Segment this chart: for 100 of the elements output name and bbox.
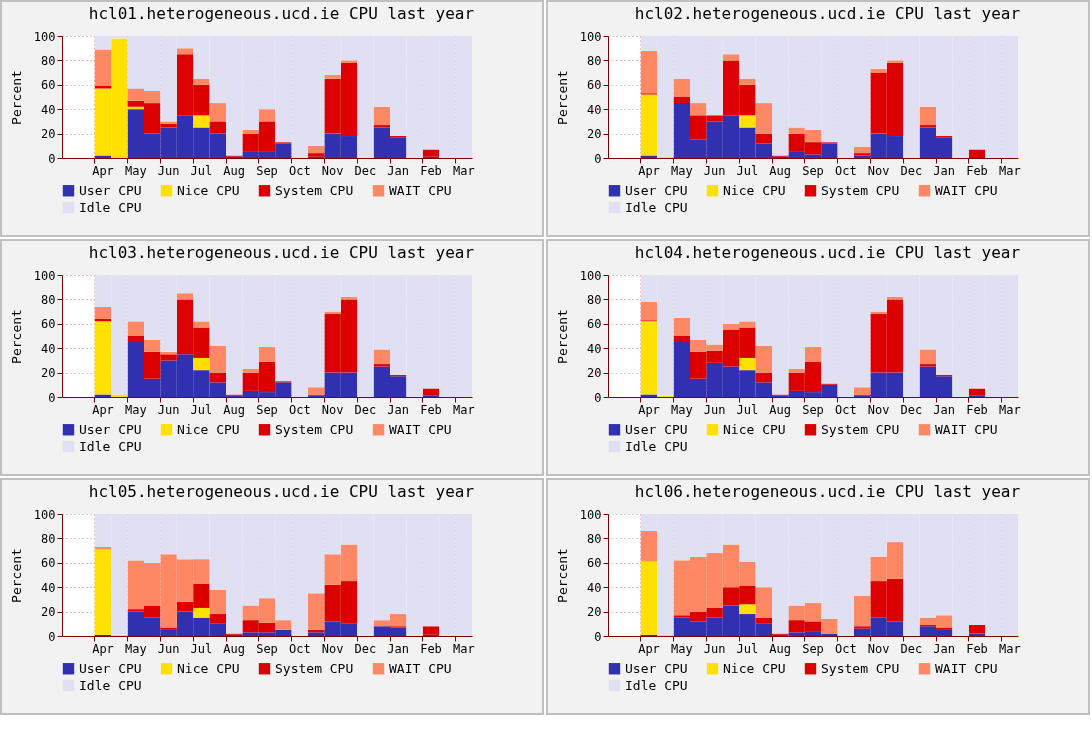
x-tick-label: Mar — [998, 641, 1021, 656]
x-tick-label: Aug — [769, 402, 792, 417]
legend-label: Nice CPU — [177, 660, 240, 676]
y-axis-title: Percent — [8, 309, 24, 364]
x-tick-label: Sep — [802, 163, 824, 178]
y-tick-label: 20 — [41, 366, 56, 381]
x-tick-label: Sep — [256, 402, 278, 417]
x-tick-label: Apr — [638, 402, 660, 417]
legend-label: System CPU — [275, 182, 354, 198]
x-tick-label: Dec — [354, 402, 377, 417]
x-tick-label: Jul — [736, 402, 759, 417]
chart-title: hcl03.heterogeneous.ucd.ie CPU last year — [88, 243, 475, 262]
y-tick-label: 80 — [41, 53, 56, 68]
y-tick-label: 40 — [41, 102, 56, 117]
y-tick-label: 20 — [587, 605, 602, 620]
x-tick-label: Jun — [703, 641, 726, 656]
x-tick-label: May — [670, 402, 693, 417]
x-tick-label: Dec — [900, 163, 923, 178]
x-tick-label: Aug — [769, 163, 792, 178]
legend-label: Nice CPU — [723, 182, 786, 198]
legend-label: User CPU — [625, 182, 688, 198]
x-tick-label: Oct — [834, 163, 857, 178]
x-tick-label: Mar — [998, 163, 1021, 178]
x-tick-label: Dec — [900, 402, 923, 417]
legend-label: Nice CPU — [723, 421, 786, 437]
legend-label: Nice CPU — [723, 660, 786, 676]
x-tick-label: Oct — [288, 641, 311, 656]
x-tick-label: Jan — [933, 402, 956, 417]
y-tick-label: 0 — [48, 151, 56, 166]
legend-label: WAIT CPU — [935, 660, 998, 676]
x-tick-label: Mar — [998, 402, 1021, 417]
legend-label: WAIT CPU — [389, 421, 452, 437]
y-tick-label: 80 — [587, 292, 602, 307]
y-tick-label: 40 — [587, 580, 602, 595]
y-tick-label: 100 — [33, 507, 56, 522]
x-tick-label: May — [670, 163, 693, 178]
x-tick-label: Nov — [321, 641, 344, 656]
x-tick-label: Aug — [223, 163, 246, 178]
x-tick-label: Sep — [256, 163, 278, 178]
x-tick-label: Dec — [900, 641, 923, 656]
y-tick-label: 20 — [587, 127, 602, 142]
y-axis-title: Percent — [8, 548, 24, 603]
legend-label: User CPU — [625, 660, 688, 676]
legend-label: Idle CPU — [625, 438, 688, 454]
y-tick-label: 60 — [41, 78, 56, 93]
x-tick-label: Aug — [223, 402, 246, 417]
x-tick-label: Apr — [638, 163, 660, 178]
y-tick-label: 20 — [587, 366, 602, 381]
legend-label: Nice CPU — [177, 421, 240, 437]
chart-title: hcl05.heterogeneous.ucd.ie CPU last year — [88, 482, 475, 501]
x-tick-label: Nov — [867, 163, 890, 178]
y-tick-label: 80 — [587, 53, 602, 68]
y-tick-label: 100 — [33, 29, 56, 44]
x-tick-label: Sep — [802, 402, 824, 417]
x-tick-label: Nov — [867, 402, 890, 417]
legend-label: WAIT CPU — [935, 421, 998, 437]
x-tick-label: Oct — [834, 402, 857, 417]
y-tick-label: 60 — [587, 78, 602, 93]
x-tick-label: Feb — [420, 402, 442, 417]
x-tick-label: Jun — [157, 163, 180, 178]
y-tick-label: 40 — [587, 102, 602, 117]
x-tick-label: Nov — [321, 163, 344, 178]
x-tick-label: Jan — [387, 402, 410, 417]
y-tick-label: 80 — [41, 292, 56, 307]
y-tick-label: 60 — [41, 556, 56, 571]
x-tick-label: Jan — [387, 163, 410, 178]
x-tick-label: Jul — [190, 402, 213, 417]
x-tick-label: Feb — [966, 641, 988, 656]
legend-label: User CPU — [79, 182, 142, 198]
chart-title: hcl01.heterogeneous.ucd.ie CPU last year — [88, 4, 475, 23]
y-tick-label: 100 — [33, 268, 56, 283]
y-tick-label: 0 — [48, 390, 56, 405]
legend-label: User CPU — [625, 421, 688, 437]
legend-label: Idle CPU — [79, 677, 142, 693]
x-tick-label: Jan — [933, 163, 956, 178]
x-tick-label: Apr — [638, 641, 660, 656]
legend-label: User CPU — [79, 421, 142, 437]
x-tick-label: Sep — [256, 641, 278, 656]
chart-title: hcl02.heterogeneous.ucd.ie CPU last year — [634, 4, 1021, 23]
legend-label: Idle CPU — [79, 199, 142, 215]
y-tick-label: 0 — [48, 629, 56, 644]
x-tick-label: May — [124, 402, 147, 417]
legend-label: System CPU — [821, 660, 900, 676]
y-tick-label: 0 — [594, 151, 602, 166]
x-tick-label: May — [670, 641, 693, 656]
x-tick-label: Jun — [157, 641, 180, 656]
legend-label: Idle CPU — [79, 438, 142, 454]
legend-label: System CPU — [275, 421, 354, 437]
x-tick-label: Nov — [321, 402, 344, 417]
x-tick-label: Jul — [736, 641, 759, 656]
x-tick-label: Jul — [190, 163, 213, 178]
x-tick-label: Jan — [933, 641, 956, 656]
x-tick-label: May — [124, 163, 147, 178]
x-tick-label: Feb — [966, 402, 988, 417]
legend-label: WAIT CPU — [389, 660, 452, 676]
x-tick-label: Jun — [703, 163, 726, 178]
y-tick-label: 20 — [41, 605, 56, 620]
y-tick-label: 0 — [594, 390, 602, 405]
x-tick-label: Jul — [190, 641, 213, 656]
y-tick-label: 60 — [41, 317, 56, 332]
